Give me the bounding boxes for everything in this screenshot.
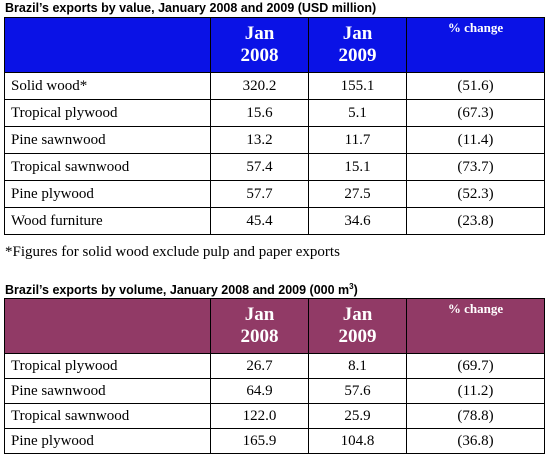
cell-jan-2008: 57.7 (210, 180, 309, 208)
cell-jan-2009: 34.6 (308, 207, 407, 235)
cell-jan-2009: 11.7 (308, 126, 407, 154)
volume-table-title: Brazil’s exports by volume, January 2008… (5, 282, 358, 298)
row-label: Tropical plywood (4, 353, 211, 379)
row-label: Solid wood* (4, 72, 211, 100)
table-row: Tropical plywood 15.6 5.1 (67.3) (4, 99, 545, 127)
table-header-row: Jan 2008 Jan 2009 % change (4, 17, 545, 73)
table-row: Pine plywood 165.9 104.8 (36.8) (4, 428, 545, 454)
cell-jan-2009: 5.1 (308, 99, 407, 127)
header-jan-2008: Jan 2008 (210, 298, 309, 354)
cell-jan-2009: 15.1 (308, 153, 407, 181)
header-jan-2009: Jan 2009 (308, 298, 407, 354)
header-percent-change: % change (406, 298, 545, 354)
cell-jan-2008: 122.0 (210, 403, 309, 429)
row-label: Tropical sawnwood (4, 403, 211, 429)
table-row: Wood furniture 45.4 34.6 (23.8) (4, 207, 545, 235)
cell-jan-2009: 104.8 (308, 428, 407, 454)
header-jan-2009: Jan 2009 (308, 17, 407, 73)
cell-jan-2009: 27.5 (308, 180, 407, 208)
exports-by-volume-table: Jan 2008 Jan 2009 % change Tropical plywoo… (4, 298, 545, 454)
cell-jan-2009: 155.1 (308, 72, 407, 100)
cell-jan-2009: 8.1 (308, 353, 407, 379)
cell-jan-2009: 57.6 (308, 378, 407, 404)
cell-jan-2008: 15.6 (210, 99, 309, 127)
table-row: Tropical plywood 26.7 8.1 (69.7) (4, 353, 545, 379)
cell-jan-2008: 57.4 (210, 153, 309, 181)
cell-jan-2008: 320.2 (210, 72, 309, 100)
table-header-row: Jan 2008 Jan 2009 % change (4, 298, 545, 354)
cell-change: (11.2) (406, 378, 545, 404)
header-jan-2008: Jan 2008 (210, 17, 309, 73)
cell-jan-2008: 26.7 (210, 353, 309, 379)
row-label: Tropical plywood (4, 99, 211, 127)
table-row: Pine sawnwood 13.2 11.7 (11.4) (4, 126, 545, 154)
cell-jan-2008: 64.9 (210, 378, 309, 404)
row-label: Pine sawnwood (4, 378, 211, 404)
table-row: Solid wood* 320.2 155.1 (51.6) (4, 72, 545, 100)
row-label: Pine sawnwood (4, 126, 211, 154)
cell-change: (73.7) (406, 153, 545, 181)
table-row: Pine plywood 57.7 27.5 (52.3) (4, 180, 545, 208)
footnote: *Figures for solid wood exclude pulp and… (5, 244, 340, 260)
cell-jan-2008: 45.4 (210, 207, 309, 235)
cell-change: (51.6) (406, 72, 545, 100)
table-row: Tropical sawnwood 122.0 25.9 (78.8) (4, 403, 545, 429)
cell-jan-2009: 25.9 (308, 403, 407, 429)
cell-jan-2008: 165.9 (210, 428, 309, 454)
value-table-title: Brazil’s exports by value, January 2008 … (5, 1, 377, 15)
cell-change: (36.8) (406, 428, 545, 454)
cell-change: (67.3) (406, 99, 545, 127)
table-row: Pine sawnwood 64.9 57.6 (11.2) (4, 378, 545, 404)
cell-change: (23.8) (406, 207, 545, 235)
cell-jan-2008: 13.2 (210, 126, 309, 154)
cell-change: (69.7) (406, 353, 545, 379)
header-blank-cell (4, 298, 211, 354)
cell-change: (52.3) (406, 180, 545, 208)
row-label: Wood furniture (4, 207, 211, 235)
table-row: Tropical sawnwood 57.4 15.1 (73.7) (4, 153, 545, 181)
row-label: Tropical sawnwood (4, 153, 211, 181)
exports-by-value-table: Jan 2008 Jan 2009 % change Solid wood* 320.… (4, 17, 545, 235)
header-percent-change: % change (406, 17, 545, 73)
row-label: Pine plywood (4, 180, 211, 208)
cell-change: (11.4) (406, 126, 545, 154)
cell-change: (78.8) (406, 403, 545, 429)
header-blank-cell (4, 17, 211, 73)
row-label: Pine plywood (4, 428, 211, 454)
